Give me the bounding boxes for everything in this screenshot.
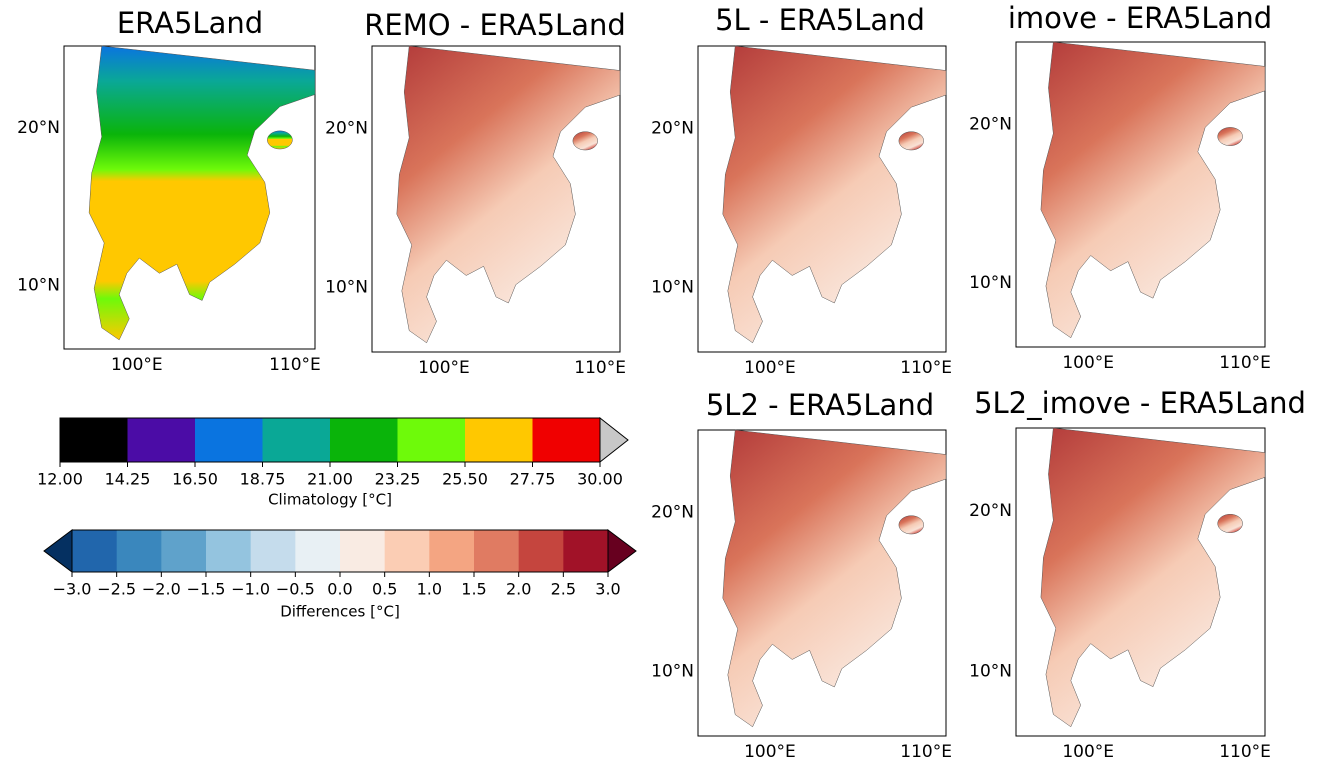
island (898, 515, 924, 535)
colorbar-tick-label: 30.00 (577, 470, 623, 489)
land (88, 45, 316, 341)
colorbar-tick-label: −3.0 (53, 580, 92, 599)
panel-title: REMO - ERA5Land (364, 8, 626, 42)
colorbar-tick-label: −0.5 (276, 580, 315, 599)
lon-label: 100°E (744, 358, 796, 378)
colorbar-segment (262, 418, 331, 462)
colorbar-tick-label: 25.50 (442, 470, 488, 489)
lat-label: 10°N (651, 278, 694, 298)
lon-label: 100°E (1062, 353, 1114, 373)
lon-label: 110°E (574, 358, 626, 378)
colorbar-segment (295, 530, 341, 572)
colorbar-tick-label: 21.00 (307, 470, 353, 489)
lat-label: 10°N (969, 273, 1012, 293)
colorbar-tick-label: −2.0 (142, 580, 181, 599)
colorbar-segment (127, 418, 196, 462)
colorbar-tick-label: 2.5 (551, 580, 576, 599)
colorbar-segment (563, 530, 609, 572)
map-panel (697, 45, 947, 353)
colorbar-segment (161, 530, 207, 572)
colorbar-extend (599, 416, 629, 464)
colorbar-tick-label: −1.0 (231, 580, 270, 599)
lon-label: 110°E (269, 355, 321, 375)
colorbar-segment (60, 418, 128, 462)
lat-label: 20°N (17, 118, 60, 138)
colorbar-tick-label: 14.25 (105, 470, 151, 489)
colorbar-segment (384, 530, 430, 572)
colorbar-tick-label: 27.75 (510, 470, 556, 489)
colorbar-tick-label: 1.0 (417, 580, 442, 599)
map-panel (371, 45, 621, 353)
colorbar-tick-label: 0.0 (327, 580, 352, 599)
colorbar-segment (250, 530, 296, 572)
lat-label: 10°N (651, 662, 694, 682)
colorbar-tick-label: 1.5 (461, 580, 486, 599)
colorbar-extend (607, 529, 637, 573)
lon-label: 110°E (1219, 742, 1271, 759)
colorbar-segment (340, 530, 386, 572)
lon-label: 100°E (418, 358, 470, 378)
map-panel (697, 429, 947, 737)
panel-title: 5L2 - ERA5Land (706, 388, 934, 422)
colorbar-segment (532, 418, 601, 462)
colorbar-tick-label: −1.5 (187, 580, 226, 599)
land (1040, 427, 1266, 728)
island (267, 130, 293, 150)
colorbar-extend (43, 529, 73, 573)
lon-label: 100°E (744, 742, 796, 759)
map-panel (63, 45, 316, 350)
lon-label: 100°E (111, 355, 163, 375)
colorbar-tick-label: −2.5 (97, 580, 136, 599)
island (572, 131, 598, 151)
colorbar-segment (465, 418, 533, 462)
lat-label: 20°N (651, 119, 694, 139)
panel-title: imove - ERA5Land (1008, 1, 1272, 35)
lon-label: 110°E (900, 742, 952, 759)
lon-label: 100°E (1062, 742, 1114, 759)
island (1217, 513, 1243, 533)
lon-label: 110°E (1219, 353, 1271, 373)
colorbar-segment (116, 530, 162, 572)
land (722, 429, 947, 728)
colorbar-tick-label: 0.5 (372, 580, 397, 599)
colorbar-segment (330, 418, 398, 462)
island (1217, 127, 1243, 146)
colorbar-segment (195, 418, 263, 462)
lat-label: 20°N (325, 119, 368, 139)
lat-label: 10°N (969, 661, 1012, 681)
colorbar-segment (397, 418, 466, 462)
lat-label: 10°N (325, 278, 368, 298)
colorbar-segment (72, 530, 118, 572)
land (396, 45, 621, 344)
lat-label: 20°N (651, 503, 694, 523)
panel-title: 5L2_imove - ERA5Land (974, 386, 1306, 420)
colorbar-segment (206, 530, 252, 572)
lat-label: 20°N (969, 114, 1012, 134)
map-panel (1015, 41, 1266, 348)
land (722, 45, 947, 344)
panel-title: ERA5Land (117, 6, 263, 40)
colorbar-segment (474, 530, 520, 572)
colorbar-tick-label: 16.50 (172, 470, 218, 489)
lat-label: 20°N (969, 501, 1012, 521)
map-panel (1015, 427, 1266, 737)
island (898, 131, 924, 151)
colorbar-label: Differences [°C] (280, 603, 400, 621)
colorbar-segment (429, 530, 475, 572)
colorbar-tick-label: 2.0 (506, 580, 531, 599)
colorbar-label: Climatology [°C] (268, 491, 392, 509)
land (1040, 41, 1266, 339)
lon-label: 110°E (900, 358, 952, 378)
lat-label: 10°N (17, 275, 60, 295)
colorbar-tick-label: 23.25 (375, 470, 421, 489)
colorbar-tick-label: 12.00 (37, 470, 83, 489)
colorbar-tick-label: 18.75 (240, 470, 286, 489)
colorbar-tick-label: 3.0 (595, 580, 620, 599)
colorbar-segment (518, 530, 564, 572)
panel-title: 5L - ERA5Land (715, 3, 925, 37)
